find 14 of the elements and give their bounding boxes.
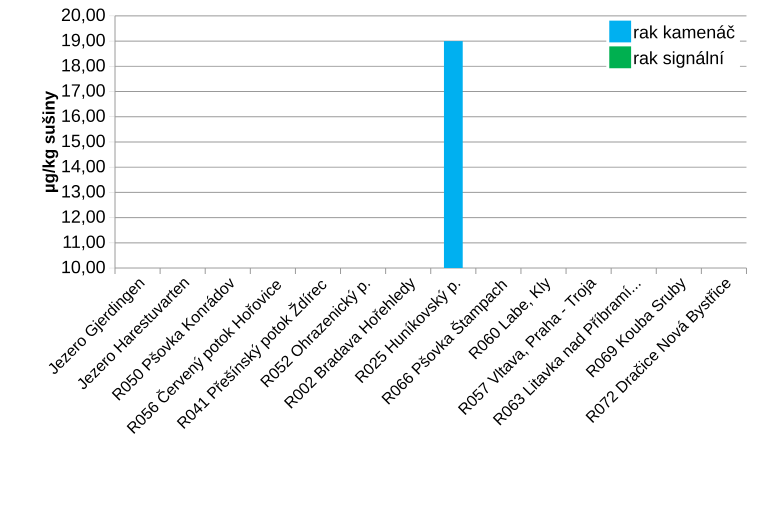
y-tick-label: 10,00 [62,260,105,276]
y-tick-label: 20,00 [62,8,105,24]
y-tick-label: 14,00 [62,160,105,174]
y-tick-label: 11,00 [64,235,105,250]
y-tick-label: 19,00 [62,34,105,48]
legend-label: rak kamenáč [634,25,735,38]
y-tick-label: 13,00 [62,184,105,200]
y-tick-label: 18,00 [62,58,105,74]
y-tick-label: 12,00 [62,210,105,225]
y-tick-label: 16,00 [62,109,105,124]
y-axis-title: µg/kg sušiny [42,90,58,192]
y-tick-label: 15,00 [62,134,105,150]
y-tick-label: 17,00 [62,84,105,99]
legend-label: rak signální [634,50,724,68]
